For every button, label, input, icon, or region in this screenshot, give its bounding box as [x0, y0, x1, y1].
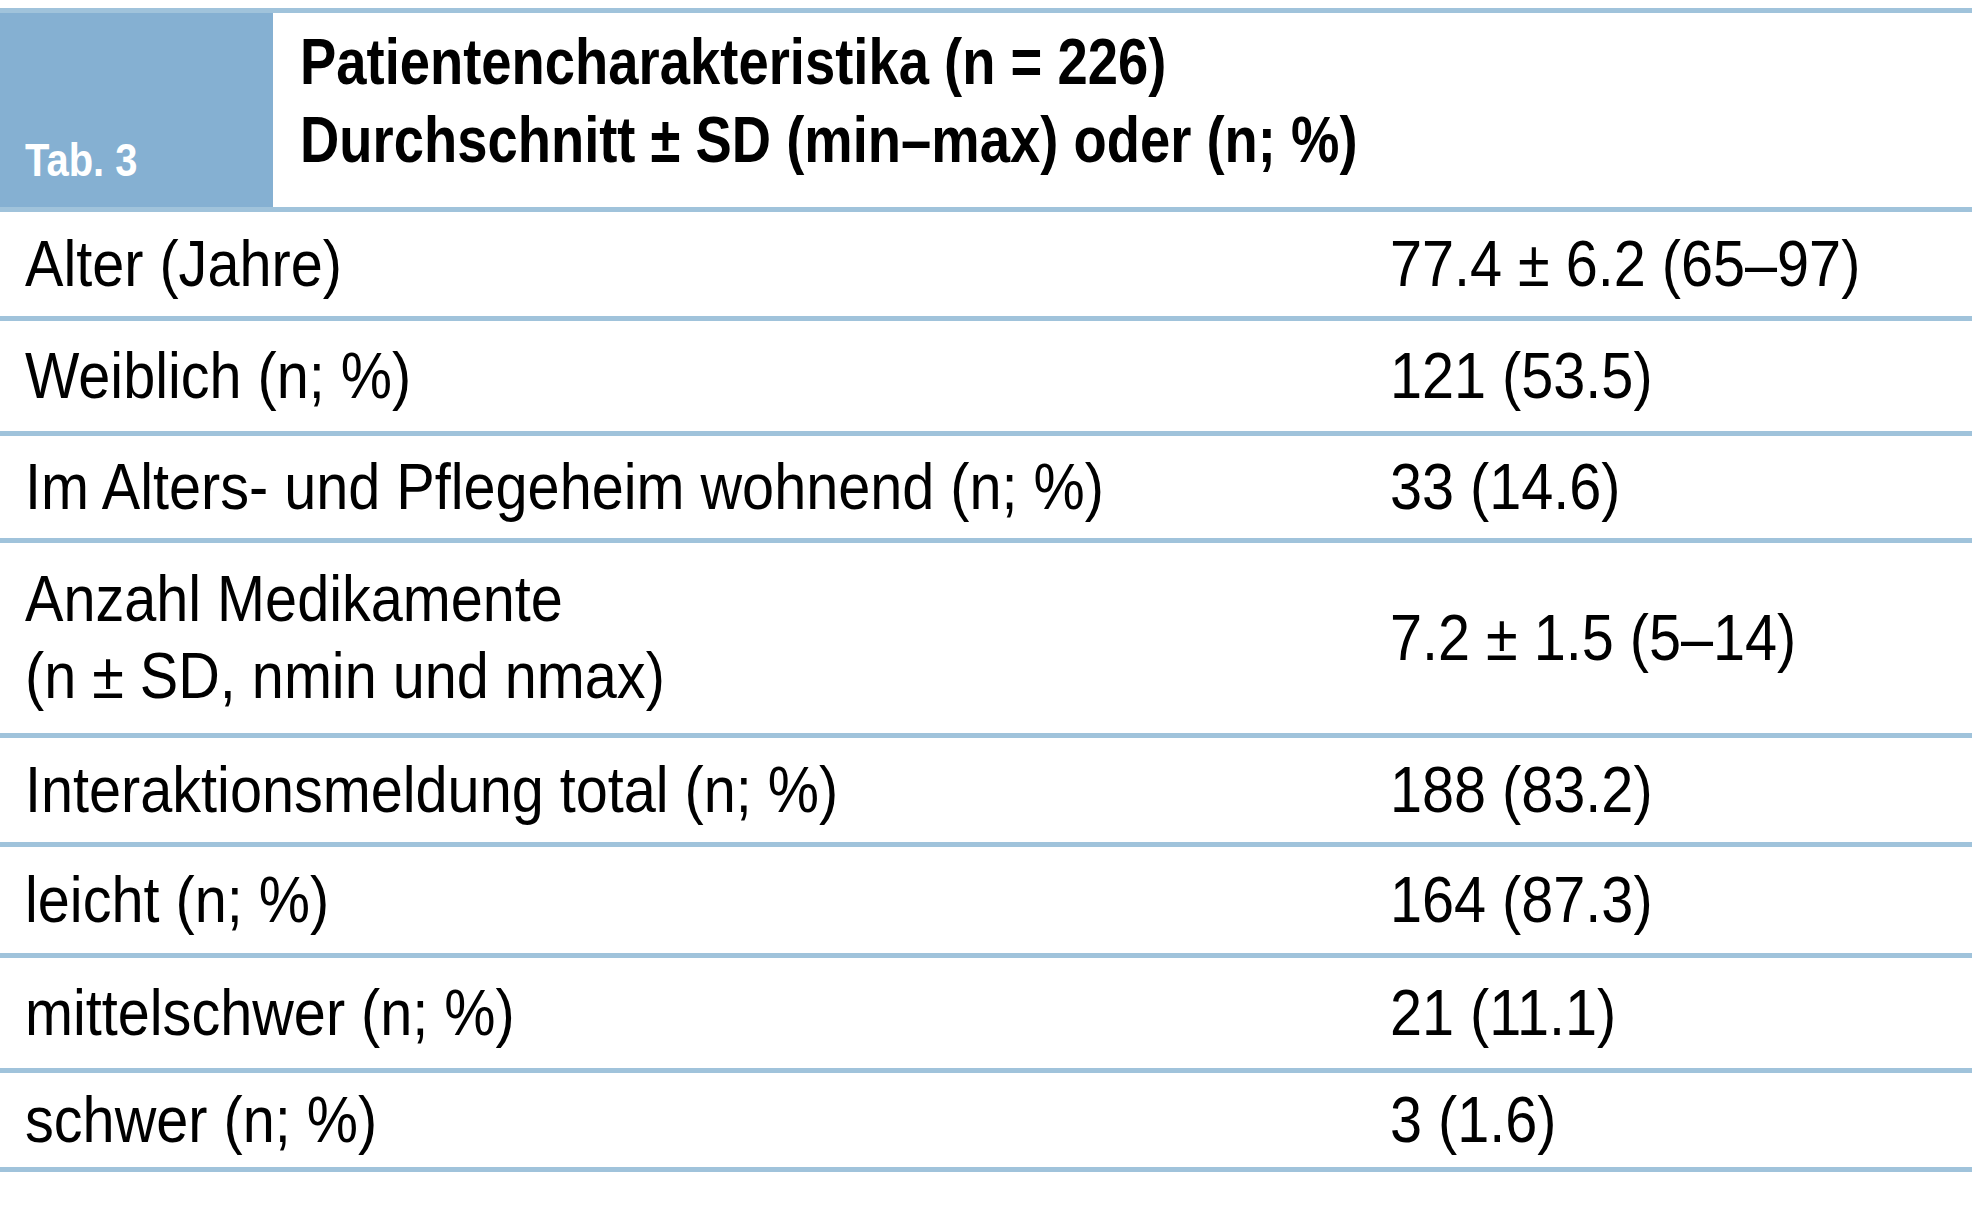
table-row: leicht (n; %) 164 (87.3) [0, 847, 1972, 958]
row-label-cell: schwer (n; %) [0, 1082, 1390, 1159]
row-label: schwer (n; %) [25, 1082, 1254, 1159]
row-value: 77.4 ± 6.2 (65–97) [1390, 226, 1860, 303]
row-label-cell: Im Alters- und Pflegeheim wohnend (n; %) [0, 449, 1390, 526]
row-label: Weiblich (n; %) [25, 338, 1254, 415]
table-row: Alter (Jahre) 77.4 ± 6.2 (65–97) [0, 212, 1972, 321]
table-row: Weiblich (n; %) 121 (53.5) [0, 321, 1972, 436]
patient-characteristics-table: Tab. 3 Patientencharakteristika (n = 226… [0, 0, 1972, 1172]
row-label-cell: Interaktionsmeldung total (n; %) [0, 752, 1390, 829]
row-label: Anzahl Medikamente [25, 561, 1254, 638]
row-value: 164 (87.3) [1390, 862, 1653, 939]
row-label: Im Alters- und Pflegeheim wohnend (n; %) [25, 449, 1254, 526]
row-value: 188 (83.2) [1390, 752, 1653, 829]
table-title-line1: Patientencharakteristika (n = 226) [300, 23, 1721, 101]
table-title: Patientencharakteristika (n = 226) Durch… [300, 23, 1721, 179]
row-label-cell: leicht (n; %) [0, 862, 1390, 939]
table-row: Im Alters- und Pflegeheim wohnend (n; %)… [0, 436, 1972, 543]
table-row: schwer (n; %) 3 (1.6) [0, 1073, 1972, 1172]
row-label: leicht (n; %) [25, 862, 1254, 939]
row-value: 3 (1.6) [1390, 1082, 1556, 1159]
table-body: Alter (Jahre) 77.4 ± 6.2 (65–97) Weiblic… [0, 212, 1972, 1172]
table-title-line2: Durchschnitt ± SD (min–max) oder (n; %) [300, 101, 1721, 179]
table-header-row: Tab. 3 Patientencharakteristika (n = 226… [0, 8, 1972, 212]
row-value: 7.2 ± 1.5 (5–14) [1390, 600, 1796, 677]
table-number-label: Tab. 3 [25, 136, 137, 183]
row-value: 33 (14.6) [1390, 449, 1621, 526]
row-label-cell: Anzahl Medikamente (n ± SD, nmin und nma… [0, 561, 1390, 715]
row-label: Alter (Jahre) [25, 226, 1254, 303]
table-row: Anzahl Medikamente (n ± SD, nmin und nma… [0, 543, 1972, 738]
row-label-cell: Alter (Jahre) [0, 226, 1390, 303]
row-label: Interaktionsmeldung total (n; %) [25, 752, 1254, 829]
table-row: Interaktionsmeldung total (n; %) 188 (83… [0, 738, 1972, 847]
row-value: 21 (11.1) [1390, 975, 1616, 1052]
row-label-cell: Weiblich (n; %) [0, 338, 1390, 415]
row-label: mittelschwer (n; %) [25, 975, 1254, 1052]
table-title-cell: Patientencharakteristika (n = 226) Durch… [273, 13, 1972, 207]
row-label-cell: mittelschwer (n; %) [0, 975, 1390, 1052]
row-label-line2: (n ± SD, nmin und nmax) [25, 638, 1254, 715]
table-row: mittelschwer (n; %) 21 (11.1) [0, 958, 1972, 1073]
table-number-box: Tab. 3 [0, 13, 273, 207]
row-value: 121 (53.5) [1390, 338, 1653, 415]
